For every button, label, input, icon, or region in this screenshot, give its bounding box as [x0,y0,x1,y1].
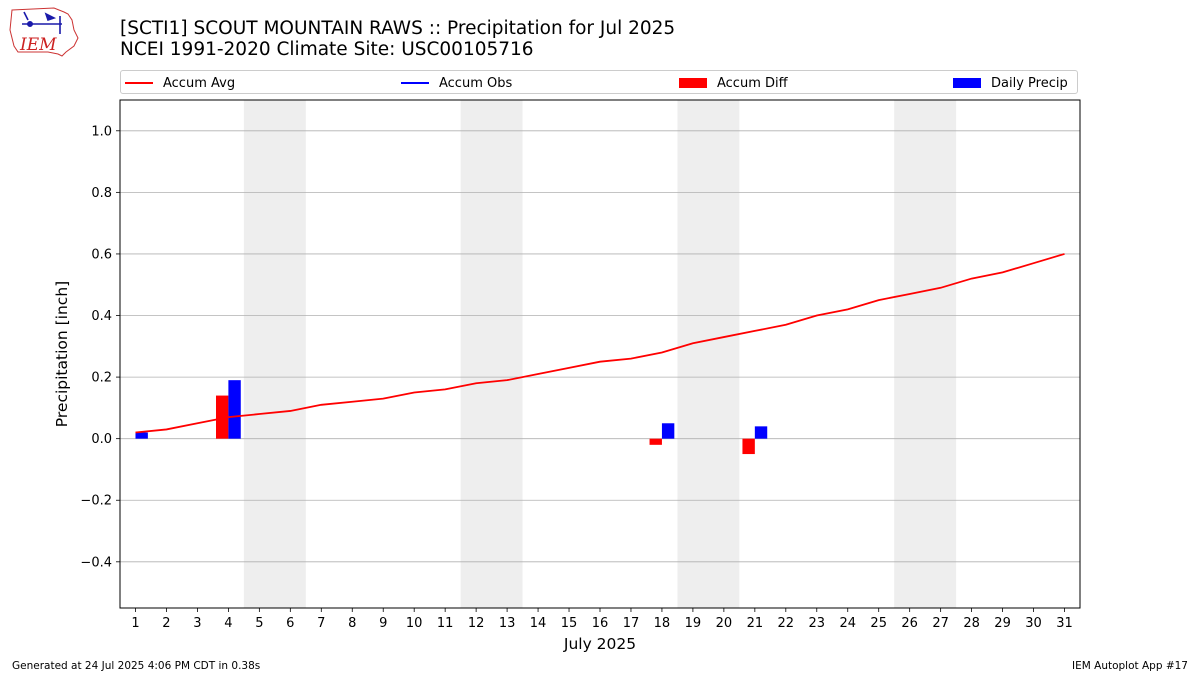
legend-label-accum-obs: Accum Obs [439,75,513,91]
weekend-band-1 [243,100,306,608]
weekend-band-3 [677,100,740,608]
iem-logo-text: IEM [19,35,57,55]
legend-label-accum-avg: Accum Avg [163,75,236,91]
generated-timestamp: Generated at 24 Jul 2025 4:06 PM CDT in … [12,660,261,672]
legend-swatch-accum-diff [679,78,707,88]
x-tick-label: 11 [437,616,454,631]
y-tick-label: 0.6 [91,247,112,262]
x-tick-label: 23 [809,616,826,631]
legend-swatch-accum-avg [125,82,153,84]
x-tick-label: 7 [317,616,325,631]
plot-frame [119,99,1081,609]
x-tick-label: 20 [716,616,733,631]
x-tick-label: 10 [406,616,423,631]
chart-title-line2: NCEI 1991-2020 Climate Site: USC00105716 [120,39,534,60]
x-tick-label: 29 [994,616,1011,631]
chart-legend: Accum Avg Accum Obs Accum Diff Daily Pre… [120,70,1078,94]
accum-diff-bar [216,395,229,439]
y-axis-label: Precipitation [inch] [53,281,71,427]
x-tick-label: 15 [561,616,578,631]
x-tick-label: 22 [778,616,795,631]
iem-logo: IEM [9,7,79,57]
autoplot-app-label: IEM Autoplot App #17 [1072,660,1188,672]
chart-title-line1: [SCTI1] SCOUT MOUNTAIN RAWS :: Precipita… [120,18,676,39]
accum-diff-bar [742,438,755,455]
daily-precip-bar [661,423,675,439]
legend-swatch-accum-obs [401,82,429,84]
x-tick-label: 27 [932,616,949,631]
x-tick-label: 3 [193,616,201,631]
y-tick-label: −0.4 [80,555,112,570]
x-tick-label: 19 [685,616,702,631]
x-tick-label: 21 [747,616,764,631]
x-tick-label: 12 [468,616,485,631]
x-tick-label: 9 [379,616,387,631]
legend-item-accum-obs: Accum Obs [401,74,512,92]
daily-precip-bar [135,432,148,439]
x-tick-label: 26 [901,616,918,631]
legend-swatch-daily-precip [953,78,981,88]
weekend-band-4 [894,100,957,608]
accum-avg-line [135,253,1065,434]
x-axis-label: July 2025 [563,635,636,653]
x-tick-label: 16 [592,616,609,631]
accum-diff-bar [649,438,662,445]
y-tick-label: −0.2 [80,494,112,509]
legend-label-daily-precip: Daily Precip [991,75,1068,91]
weekend-band-2 [460,100,523,608]
x-tick-label: 28 [963,616,980,631]
y-tick-label: 0.2 [91,371,112,386]
y-tick-label: 0.8 [91,186,112,201]
x-tick-label: 4 [224,616,232,631]
x-tick-label: 1 [131,616,139,631]
x-tick-label: 24 [839,616,856,631]
x-tick-label: 25 [870,616,887,631]
x-tick-label: 18 [654,616,671,631]
legend-item-accum-diff: Accum Diff [679,74,788,92]
legend-label-accum-diff: Accum Diff [717,75,788,91]
chart-title: [SCTI1] SCOUT MOUNTAIN RAWS :: Precipita… [120,18,675,60]
x-tick-label: 5 [255,616,263,631]
x-tick-label: 14 [530,616,547,631]
legend-item-daily-precip: Daily Precip [953,74,1068,92]
y-tick-label: 1.0 [91,124,112,139]
y-tick-label: 0.4 [91,309,112,324]
x-tick-label: 8 [348,616,356,631]
x-tick-label: 17 [623,616,640,631]
x-tick-label: 30 [1025,616,1042,631]
legend-item-accum-avg: Accum Avg [125,74,235,92]
x-tick-label: 13 [499,616,516,631]
daily-precip-bar [754,426,768,439]
y-tick-label: 0.0 [91,432,112,447]
x-tick-label: 6 [286,616,294,631]
daily-precip-bar [228,380,241,439]
x-tick-label: 31 [1056,616,1073,631]
x-tick-label: 2 [162,616,170,631]
